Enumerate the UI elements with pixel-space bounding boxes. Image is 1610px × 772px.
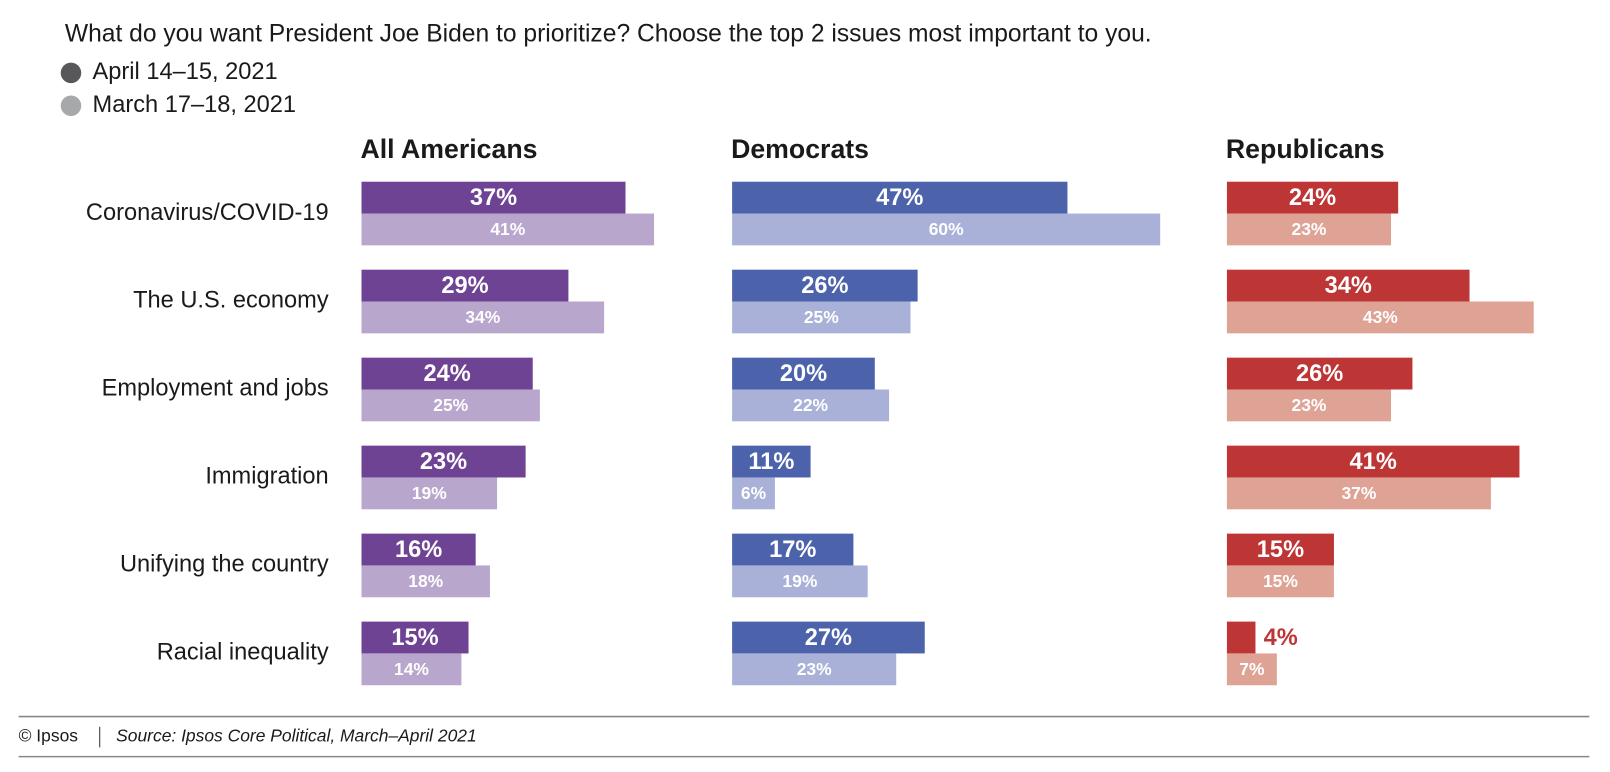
value-label: 23% <box>797 659 832 679</box>
bar <box>732 533 854 566</box>
value-label: 37% <box>470 185 517 211</box>
category-label: Employment and jobs <box>102 376 329 402</box>
bar <box>361 445 526 478</box>
value-label: 34% <box>1325 273 1372 299</box>
value-label: 41% <box>1350 449 1397 475</box>
value-label: 26% <box>801 273 848 299</box>
bar <box>361 357 533 390</box>
bar <box>1226 389 1392 422</box>
bar <box>361 477 498 510</box>
bar <box>361 269 569 302</box>
bar <box>732 213 1161 246</box>
category-label: Immigration <box>205 464 328 490</box>
footer-credit: © Ipsos <box>19 726 79 746</box>
bar <box>1226 565 1334 598</box>
bar <box>361 301 605 334</box>
value-label: 34% <box>465 307 500 327</box>
bar <box>1226 533 1334 566</box>
value-label: 27% <box>805 625 852 651</box>
footer-source: Source: Ipsos Core Political, March–Apri… <box>116 726 477 746</box>
bar <box>732 301 911 334</box>
category-label: Racial inequality <box>157 640 329 666</box>
bar <box>1226 269 1470 302</box>
bar <box>1226 477 1491 510</box>
panel-title: Democrats <box>731 134 869 164</box>
value-label: 11% <box>748 449 794 475</box>
bar <box>1226 621 1256 654</box>
bar <box>361 565 490 598</box>
value-label: 19% <box>782 571 817 591</box>
category-label: Coronavirus/COVID-19 <box>86 200 329 226</box>
bar <box>1226 445 1520 478</box>
bar <box>361 653 462 686</box>
bar <box>732 357 875 390</box>
value-label: 4% <box>1264 625 1298 651</box>
chart-title: What do you want President Joe Biden to … <box>65 20 1152 47</box>
value-label: 23% <box>1292 219 1327 239</box>
value-label: 25% <box>804 307 839 327</box>
value-label: 15% <box>391 625 438 651</box>
value-label: 17% <box>769 537 816 563</box>
value-label: 25% <box>433 395 468 415</box>
value-label: 23% <box>1292 395 1327 415</box>
value-label: 16% <box>395 537 442 563</box>
panel-title: Republicans <box>1226 134 1385 164</box>
value-label: 43% <box>1363 307 1398 327</box>
bar <box>361 389 540 422</box>
value-label: 26% <box>1296 361 1343 387</box>
legend-label: April 14–15, 2021 <box>93 59 278 85</box>
value-label: 47% <box>876 185 923 211</box>
legend-label: March 17–18, 2021 <box>93 92 296 118</box>
value-label: 6% <box>741 483 767 503</box>
value-label: 20% <box>780 361 827 387</box>
bar <box>361 181 626 214</box>
value-label: 24% <box>1289 185 1336 211</box>
value-label: 60% <box>929 219 964 239</box>
value-label: 7% <box>1239 659 1265 679</box>
category-label: The U.S. economy <box>133 288 329 314</box>
bar <box>1226 653 1277 686</box>
bar <box>732 621 925 654</box>
value-label: 41% <box>490 219 525 239</box>
bar <box>732 269 918 302</box>
value-label: 24% <box>423 361 470 387</box>
category-label: Unifying the country <box>120 552 329 578</box>
bar <box>1226 181 1399 214</box>
value-label: 15% <box>1263 571 1298 591</box>
panel-title: All Americans <box>360 134 537 164</box>
value-label: 19% <box>412 483 447 503</box>
value-label: 14% <box>394 659 429 679</box>
value-label: 18% <box>408 571 443 591</box>
value-label: 29% <box>441 273 488 299</box>
value-label: 15% <box>1257 537 1304 563</box>
bar <box>1226 213 1392 246</box>
bar <box>732 477 775 510</box>
value-label: 23% <box>420 449 467 475</box>
bar <box>732 565 868 598</box>
bar <box>361 533 476 566</box>
bar <box>732 181 1068 214</box>
bar <box>1226 301 1534 334</box>
value-label: 37% <box>1341 483 1376 503</box>
bar <box>732 389 890 422</box>
bar <box>732 653 897 686</box>
legend-swatch <box>60 62 82 84</box>
value-label: 22% <box>793 395 828 415</box>
bar <box>361 213 655 246</box>
legend-swatch <box>60 95 82 117</box>
bar <box>1226 357 1413 390</box>
bar <box>732 445 811 478</box>
bar <box>361 621 469 654</box>
